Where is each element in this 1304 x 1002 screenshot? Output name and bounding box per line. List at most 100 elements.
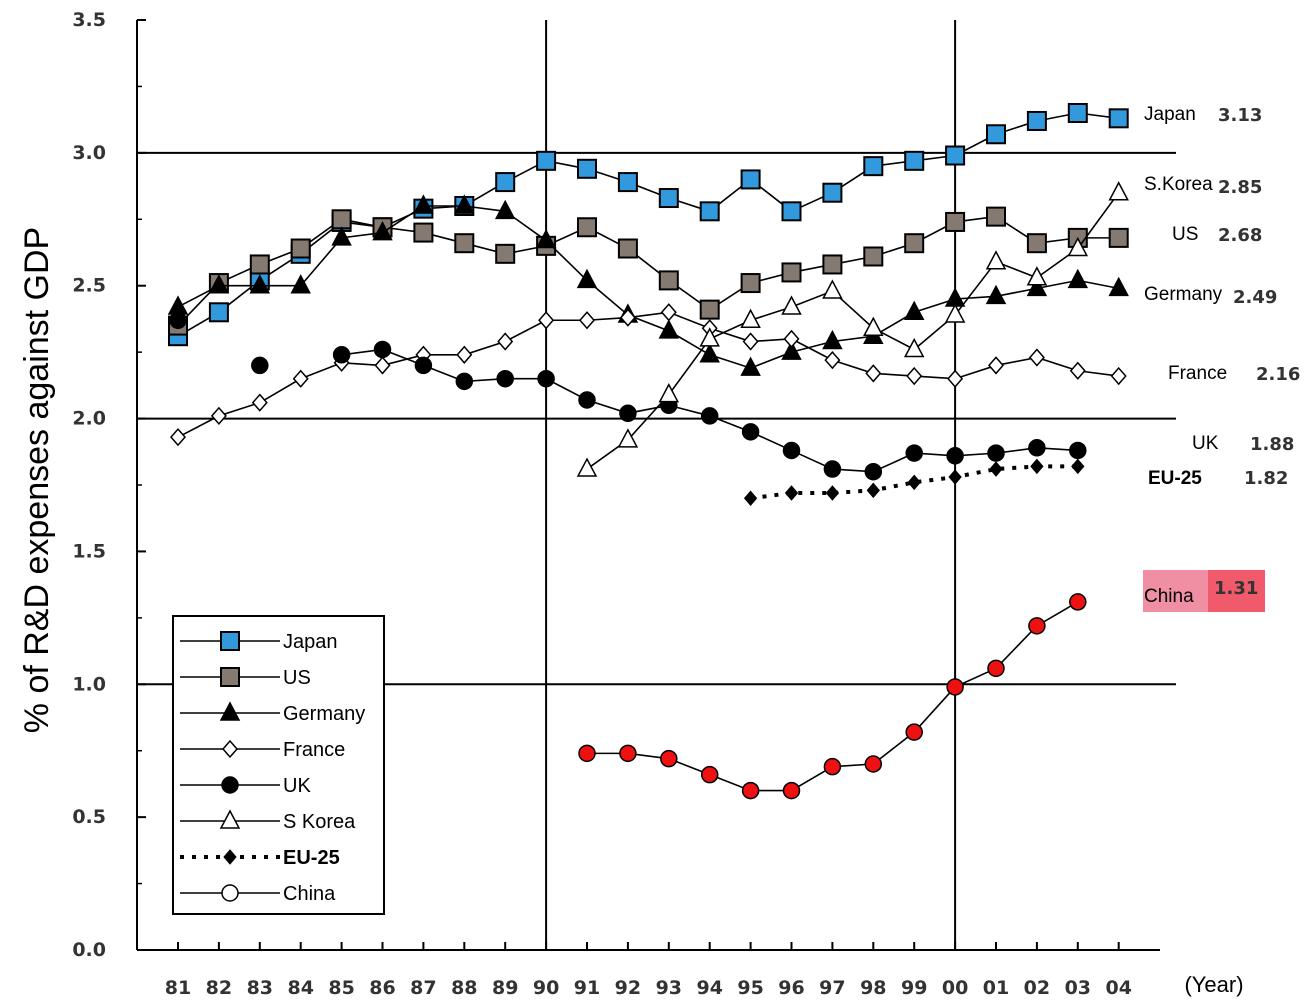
data-point-us xyxy=(945,211,966,232)
legend-item-eu-25: EU-25 xyxy=(180,847,340,869)
y-tick-label: 2.0 xyxy=(72,408,106,430)
legend: Japan US Germany France UK S Korea EU-25 China xyxy=(172,615,385,915)
x-tick-label: 02 xyxy=(1024,977,1050,999)
x-tick-label: 99 xyxy=(901,977,927,999)
data-point-germany xyxy=(208,274,230,294)
data-point-eu-25 xyxy=(907,474,921,491)
data-point-eu-25 xyxy=(825,485,840,501)
data-point-japan xyxy=(577,158,597,179)
data-point-uk xyxy=(537,369,555,388)
data-point-s-korea xyxy=(576,457,598,477)
data-point-germany xyxy=(1067,268,1089,289)
series-line-germany xyxy=(177,205,1119,369)
data-point-japan xyxy=(208,302,229,323)
legend-label-china: China xyxy=(283,883,336,905)
x-tick-label: 00 xyxy=(942,977,968,999)
data-point-s-korea xyxy=(903,337,925,358)
data-point-china xyxy=(660,749,678,768)
data-point-japan xyxy=(1026,110,1047,131)
series-s-korea xyxy=(576,181,1129,477)
data-point-china xyxy=(987,659,1005,678)
data-point-s-korea xyxy=(617,428,639,448)
x-tick-label: 89 xyxy=(492,977,518,999)
data-point-germany xyxy=(1108,276,1129,297)
data-point-eu-25 xyxy=(866,482,880,499)
x-tick-label: 04 xyxy=(1105,977,1131,999)
x-tick-label: 97 xyxy=(819,977,845,999)
data-point-japan xyxy=(617,172,638,193)
legend-item-japan: Japan xyxy=(180,631,338,653)
series-line-us xyxy=(177,215,1119,327)
x-axis-label: (Year) xyxy=(1184,972,1243,997)
data-point-germany xyxy=(1026,276,1048,297)
end-label-germany: Germany xyxy=(1144,284,1223,305)
data-point-japan xyxy=(945,145,966,166)
series-uk xyxy=(169,311,1087,481)
x-tick-label: 84 xyxy=(287,977,313,999)
data-point-japan xyxy=(740,169,761,190)
y-tick-label: 1.0 xyxy=(72,673,106,695)
end-label-china: China xyxy=(1144,586,1194,607)
data-point-us xyxy=(331,209,352,230)
data-point-us xyxy=(577,217,597,238)
data-point-germany xyxy=(290,274,311,294)
data-point-uk xyxy=(373,340,392,359)
x-tick-label: 01 xyxy=(983,977,1009,999)
legend-item-china: China xyxy=(180,883,336,905)
y-tick-label: 3.0 xyxy=(72,142,106,164)
data-point-eu-25 xyxy=(1030,458,1044,475)
axis-layer: 0.0 0.5 1.0 1.5 2.0 2.5 3.0 3.5 81 82 83 84 85 86 87 88… xyxy=(72,9,1160,999)
data-point-germany xyxy=(822,329,843,350)
data-point-s-korea xyxy=(1026,266,1048,286)
y-tick-label: 2.5 xyxy=(72,275,106,297)
legend-label-s-korea: S Korea xyxy=(283,811,356,833)
end-label-eu-25: EU-25 xyxy=(1148,468,1202,489)
data-point-uk xyxy=(169,311,187,330)
data-point-uk xyxy=(987,444,1005,462)
series-line-s-korea xyxy=(586,192,1120,470)
data-point-japan xyxy=(986,124,1006,145)
data-point-uk xyxy=(1069,441,1087,460)
end-value-france: 2.16 xyxy=(1256,364,1300,385)
data-point-germany xyxy=(740,356,761,376)
x-tick-label: 94 xyxy=(696,977,722,999)
data-point-germany xyxy=(699,343,720,363)
data-point-china xyxy=(1028,617,1046,635)
data-point-china xyxy=(782,781,801,800)
data-point-china xyxy=(905,723,923,741)
data-point-germany xyxy=(413,194,434,214)
data-point-us xyxy=(454,233,475,254)
data-point-japan xyxy=(495,172,516,193)
data-point-france xyxy=(824,350,841,370)
data-point-us xyxy=(781,262,802,283)
data-point-uk xyxy=(1028,439,1046,457)
x-tick-label: 93 xyxy=(656,977,682,999)
data-point-us xyxy=(1108,227,1129,248)
data-point-japan xyxy=(658,188,679,209)
data-point-s-korea xyxy=(740,308,761,329)
end-labels: Japan 3.13 US 2.68 Germany 2.49 France 2.16 UK 1.… xyxy=(1143,104,1300,612)
data-point-uk xyxy=(332,346,351,364)
data-point-us xyxy=(863,246,884,267)
series-japan xyxy=(168,103,1129,347)
data-point-germany xyxy=(454,194,475,214)
end-value-us: 2.68 xyxy=(1218,225,1262,246)
legend-item-germany: Germany xyxy=(180,701,365,725)
data-point-japan xyxy=(1108,108,1129,129)
data-point-germany xyxy=(167,295,189,315)
data-point-china xyxy=(700,765,719,784)
data-point-uk xyxy=(455,372,474,391)
x-tick-label: 91 xyxy=(574,977,600,999)
data-point-france xyxy=(988,356,1004,375)
data-point-uk xyxy=(251,356,269,375)
data-point-france xyxy=(538,311,555,330)
data-point-germany xyxy=(494,199,516,220)
data-point-china xyxy=(823,757,842,776)
data-point-uk xyxy=(782,441,801,460)
series-germany xyxy=(167,194,1129,376)
data-point-germany xyxy=(903,300,925,321)
data-point-france xyxy=(742,332,759,351)
data-point-france xyxy=(579,311,595,330)
data-point-france xyxy=(619,308,636,327)
